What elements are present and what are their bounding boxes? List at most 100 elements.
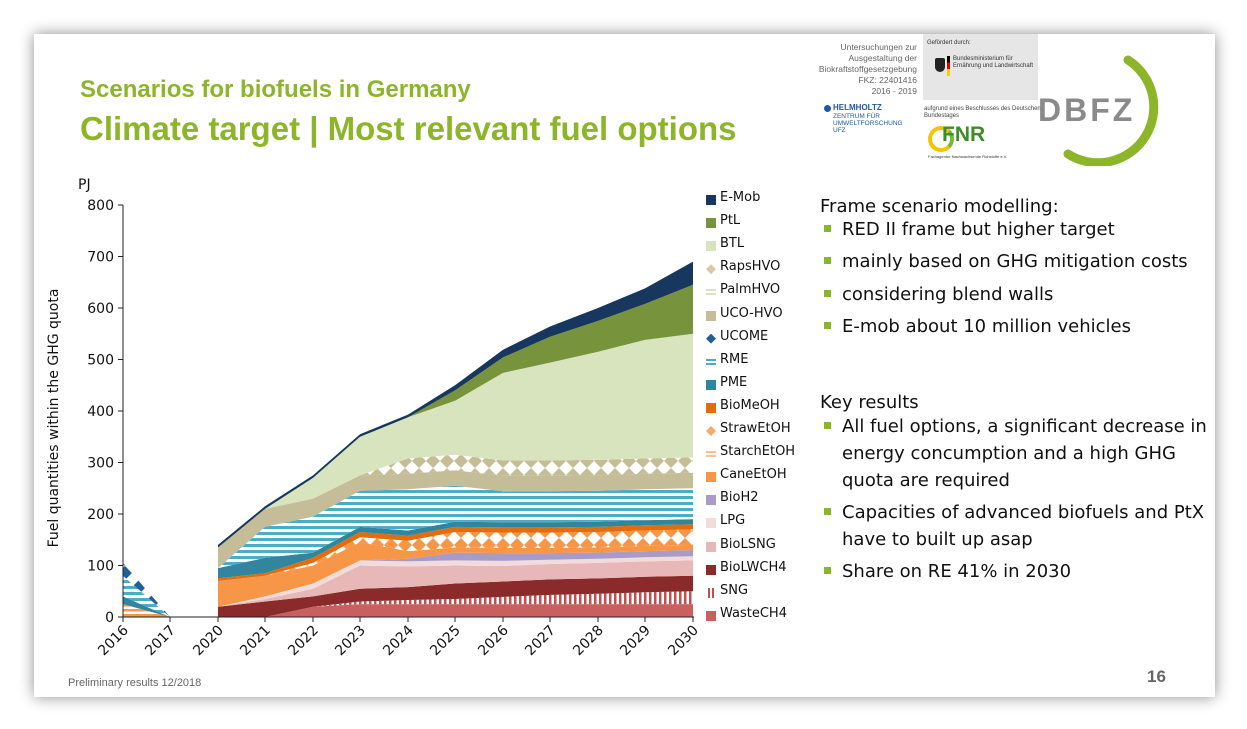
legend-label: E-Mob — [720, 190, 761, 205]
y-tick-label: 500 — [87, 353, 114, 369]
legend-item-palmhvo: PalmHVO — [704, 282, 824, 302]
legend-label: BioH2 — [720, 490, 759, 506]
legend-item-rme: RME — [704, 352, 824, 372]
legend-label: LPG — [720, 513, 746, 529]
y-tick-label: 200 — [87, 507, 114, 523]
legend-swatch — [706, 495, 716, 506]
bullet-text: considering blend walls — [842, 284, 1054, 305]
legend-item-biolwch4: BioLWCH4 — [704, 560, 824, 580]
funding-note: Untersuchungen zur Ausgestaltung der Bio… — [804, 42, 917, 97]
legend-swatch — [706, 264, 716, 275]
slide-title: Climate target | Most relevant fuel opti… — [80, 110, 737, 147]
x-tick-label: 2017 — [142, 623, 179, 660]
bullet-text: All fuel options, a significant decrease… — [842, 416, 1207, 491]
bullet-square-icon — [824, 257, 831, 264]
bullet-square-icon — [824, 567, 831, 574]
legend-item-pme: PME — [704, 375, 824, 395]
area-pme — [218, 519, 693, 579]
legend-item-starchetoh: StarchEtOH — [704, 444, 824, 464]
legend-item-wastech4: WasteCH4 — [704, 606, 824, 626]
legend-label: WasteCH4 — [720, 605, 787, 621]
x-tick-label: 2026 — [475, 622, 512, 659]
dbfz-wordmark: DBFZ — [1038, 92, 1136, 128]
legend-label: BioMeOH — [720, 397, 780, 413]
legend-swatch — [706, 310, 716, 321]
y-tick-label: 700 — [87, 250, 114, 266]
legend-label: RapsHVO — [720, 259, 781, 275]
legend-item-sng: SNG — [704, 583, 824, 603]
legend-swatch — [706, 610, 716, 621]
area-btl — [218, 333, 693, 548]
legend-item-ucome: UCOME — [704, 329, 824, 349]
legend-swatch — [706, 402, 716, 413]
dbfz-logo: DBFZ — [1030, 54, 1180, 168]
legend-swatch — [706, 287, 716, 298]
legend-swatch — [706, 195, 716, 205]
area-lpg — [218, 556, 693, 607]
slide-subtitle: Scenarios for biofuels in Germany — [80, 76, 471, 103]
legend-item-rapshvo: RapsHVO — [704, 259, 824, 279]
legend-item-btl: BTL — [704, 236, 824, 256]
area-rme — [123, 575, 170, 617]
slide: Scenarios for biofuels in Germany Climat… — [34, 34, 1215, 697]
fnr-circle-icon — [928, 126, 954, 152]
funding-line: Untersuchungen zur — [840, 42, 917, 52]
x-tick-label: 2025 — [427, 623, 464, 660]
legend-swatch — [706, 218, 716, 229]
frame-heading: Frame scenario modelling: — [820, 196, 1059, 217]
funding-line: Ausgestaltung der — [848, 53, 917, 63]
legend-label: UCOME — [720, 328, 769, 344]
y-tick-label: 800 — [87, 198, 114, 214]
x-tick-label: 2024 — [380, 622, 417, 659]
legend-swatch — [706, 587, 716, 598]
area-caneetoh — [218, 542, 693, 607]
fnr-wordmark: FNR — [942, 123, 986, 146]
y-tick-label: 300 — [87, 456, 114, 472]
area-ucome — [123, 562, 170, 617]
legend-swatch — [706, 241, 716, 252]
legend-item-biolsng: BioLSNG — [704, 537, 824, 557]
funding-line: 2016 - 2019 — [871, 86, 917, 96]
area-e-mob — [218, 261, 693, 548]
legend-swatch — [706, 333, 716, 344]
helmholtz-mark-icon — [824, 105, 831, 112]
fnr-subtitle: Fachagentur Nachwachsende Rohstoffe e.V. — [928, 154, 1008, 159]
area-biolwch4 — [218, 575, 693, 617]
legend-swatch — [706, 356, 716, 367]
legend-item-strawetoh: StrawEtOH — [704, 421, 824, 441]
footer-note: Preliminary results 12/2018 — [68, 677, 202, 689]
x-tick-label: 2029 — [617, 623, 654, 660]
area-uco-hvo — [218, 470, 693, 569]
legend-label: StarchEtOH — [720, 444, 796, 460]
bullet-square-icon — [824, 290, 831, 297]
area-biolsng — [218, 560, 693, 607]
legend-label: CaneEtOH — [720, 467, 787, 483]
bullet-text: E-mob about 10 million vehicles — [842, 316, 1132, 337]
legend-label: BioLSNG — [720, 536, 776, 552]
legend-label: UCO-HVO — [720, 305, 783, 321]
y-tick-label: 400 — [87, 404, 114, 420]
legend-swatch — [706, 426, 716, 436]
bullet-square-icon — [824, 225, 831, 232]
x-tick-label: 2028 — [570, 623, 607, 660]
results-heading: Key results — [820, 392, 919, 413]
area-rapshvo — [218, 454, 693, 548]
y-unit-label: PJ — [78, 177, 91, 193]
bundestag-note: aufgrund eines Beschlusses des Deutschen… — [924, 106, 1041, 119]
legend-item-biomeoh: BioMeOH — [704, 398, 824, 418]
legend-item-caneetoh: CaneEtOH — [704, 467, 824, 487]
legend-item-ptl: PtL — [704, 213, 824, 233]
funding-line: Biokraftstoffgesetzgebung — [818, 64, 917, 74]
legend-item-lpg: LPG — [704, 513, 824, 533]
bullet-square-icon — [824, 322, 831, 329]
bullet-text: Share on RE 41% in 2030 — [842, 561, 1072, 582]
y-tick-label: 100 — [87, 559, 114, 575]
y-tick-label: 600 — [87, 301, 114, 317]
dbfz-ring-icon — [1063, 55, 1159, 168]
legend-label: SNG — [720, 582, 749, 598]
sponsor-heading: Gefördert durch: — [927, 40, 971, 46]
y-tick-label: 0 — [105, 610, 114, 626]
sponsor-logo: Gefördert durch: Bundesministerium für E… — [923, 34, 1038, 100]
legend-label: PalmHVO — [720, 282, 781, 298]
area-biomeoh — [218, 524, 693, 581]
